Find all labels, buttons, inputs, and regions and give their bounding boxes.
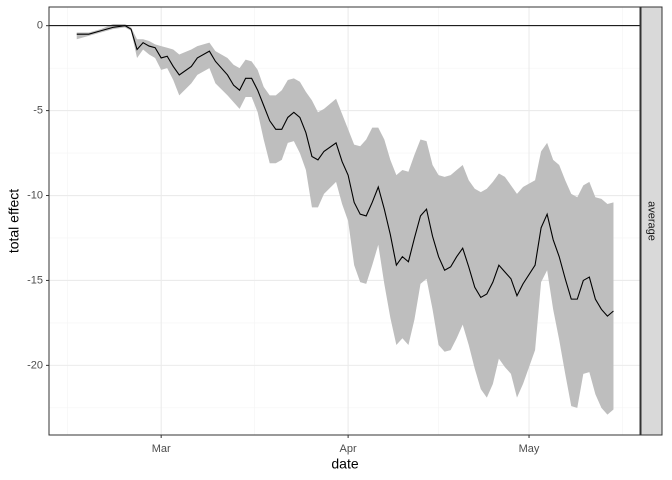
x-tick-label: Mar — [152, 443, 171, 455]
x-tick-label: May — [519, 443, 540, 455]
line — [76, 25, 614, 317]
confidence-band — [76, 23, 614, 415]
y-tick-label: -20 — [27, 359, 43, 371]
x-axis-title: date — [331, 456, 358, 472]
y-tick-label: 0 — [37, 20, 43, 32]
x-tick-label: Apr — [340, 443, 357, 455]
y-tick-label: -15 — [27, 274, 43, 286]
y-tick-label: -10 — [27, 189, 43, 201]
panel-border — [48, 6, 641, 436]
y-axis-title: total effect — [6, 189, 22, 253]
y-tick-label: -5 — [33, 105, 43, 117]
facet-strip — [640, 6, 663, 436]
facet-label: average — [646, 201, 658, 241]
